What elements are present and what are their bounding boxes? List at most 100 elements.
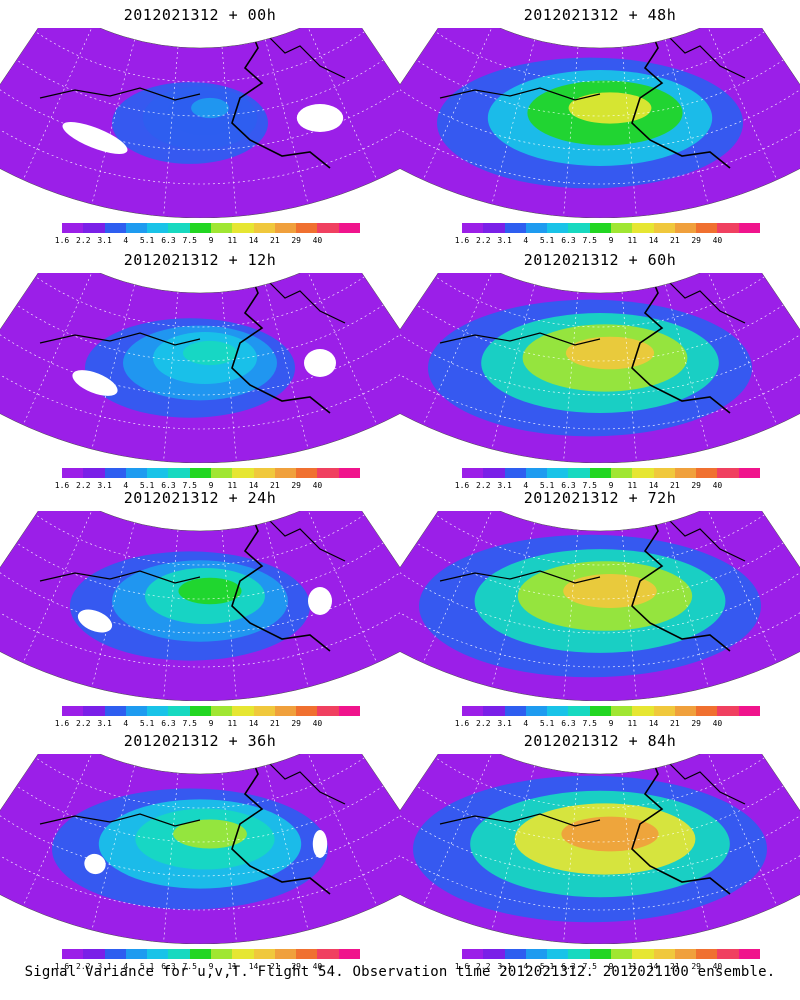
longitude-line (221, 47, 237, 217)
panel-title: 2012021312 + 24h (123, 489, 277, 507)
latitude-line (0, 87, 400, 151)
colorbar-swatch (147, 223, 169, 233)
colorbar-swatch (210, 468, 233, 478)
latitude-line (400, 87, 800, 151)
colorbar-tick-label: 40 (712, 962, 723, 971)
variance-field (0, 754, 400, 944)
colorbar-swatch (589, 468, 611, 478)
colorbar-tick-label: 1.6 (454, 481, 470, 490)
colorbar-swatch (168, 223, 190, 233)
latitude-line (400, 813, 800, 877)
panel-title: 2012021312 + 00h (123, 6, 277, 24)
longitude-line (163, 47, 179, 217)
colorbar-swatch (338, 949, 360, 959)
colorbar-tick-label: 3.1 (97, 236, 112, 245)
longitude-line (665, 765, 709, 931)
colorbar-tick-label: 4 (123, 481, 129, 490)
colorbar-swatch (738, 949, 760, 959)
colorbar-swatch (462, 468, 484, 478)
colorbar-tick-label: 3.1 (497, 236, 512, 245)
colorbar-swatch (253, 223, 275, 233)
colorbar (462, 706, 760, 716)
colorbar-tick-label: 6.3 (561, 236, 576, 245)
colorbar-tick-label: 21 (670, 236, 680, 245)
longitude-line (22, 273, 94, 426)
coastline (39, 570, 201, 584)
coastline (39, 87, 201, 101)
colorbar-tick-label: 40 (712, 481, 723, 490)
colorbar-swatch (483, 223, 505, 233)
colorbar-tick-label: 1.6 (454, 962, 470, 971)
colorbar-swatch (632, 706, 654, 716)
variance-map (400, 28, 800, 218)
longitude-line (306, 28, 378, 181)
colorbar-tick-label: 21 (270, 481, 280, 490)
latitude-line (400, 570, 800, 634)
colorbar-swatch (274, 706, 297, 716)
variance-field (400, 273, 800, 463)
colorbar-tick-label: 3.1 (497, 481, 512, 490)
variance-field (0, 28, 400, 218)
colorbar-swatch (589, 706, 611, 716)
colorbar-swatch (147, 468, 169, 478)
longitude-line (163, 292, 179, 462)
colorbar (62, 706, 360, 716)
colorbar-swatch (610, 706, 633, 716)
map-boundary (0, 273, 400, 463)
colorbar-tick-label: 9 (208, 236, 214, 245)
colorbar-tick-label: 5.1 (139, 719, 155, 728)
colorbar-tick-label: 21 (270, 962, 280, 971)
colorbar-tick-label: 7.5 (182, 719, 197, 728)
variance-field (0, 273, 400, 463)
colorbar-tick-label: 4 (523, 481, 529, 490)
longitude-line (221, 773, 237, 943)
colorbar-swatch (210, 949, 233, 959)
map-panel-36h: 2012021312 + 36h 1.6 2.2 3.1 4 5.1 6.3 7.5 9 11 1… (0, 726, 400, 971)
colorbar-swatch (674, 949, 697, 959)
coastline (631, 273, 731, 414)
map-boundary (0, 511, 400, 701)
colorbar-swatch (296, 223, 318, 233)
colorbar-tick-label: 29 (691, 962, 701, 971)
colorbar-labels: 1.6 2.2 3.1 4 5.1 6.3 7.5 9 11 14 21 29 40 (55, 236, 366, 246)
colorbar-tick-label: 7.5 (582, 962, 597, 971)
colorbar-swatch (338, 706, 360, 716)
colorbar-swatch (525, 468, 548, 478)
longitude-line (706, 754, 778, 907)
map-panel-12h: 2012021312 + 12h 1.6 2.2 3.1 4 5.1 6.3 7.5 9 11 1… (0, 245, 400, 490)
colorbar-tick-label: 29 (691, 236, 701, 245)
coastline (439, 813, 601, 827)
colorbar-tick-label: 11 (627, 719, 638, 728)
map-panel-72h: 2012021312 + 72h 1.6 2.2 3.1 4 5.1 6.3 7.5 9 11 1… (400, 483, 800, 728)
colorbar-tick-label: 5.1 (139, 236, 155, 245)
longitude-line (91, 39, 135, 205)
colorbar-swatch (274, 223, 297, 233)
colorbar-tick-label: 7.5 (182, 236, 197, 245)
colorbar-swatch (653, 468, 675, 478)
colorbar-tick-label: 29 (291, 481, 301, 490)
colorbar-swatch (253, 706, 275, 716)
colorbar-swatch (210, 223, 233, 233)
coastline (39, 813, 201, 827)
longitude-line (265, 284, 309, 450)
colorbar-swatch (738, 223, 760, 233)
colorbar-tick-label: 1.6 (54, 481, 70, 490)
colorbar-swatch (232, 706, 254, 716)
colorbar-swatch (674, 223, 697, 233)
colorbar-tick-label: 5.1 (139, 962, 155, 971)
longitude-line (422, 273, 494, 426)
variance-map (0, 28, 400, 218)
colorbar-tick-label: 5.1 (539, 481, 555, 490)
colorbar-tick-label: 4 (123, 719, 129, 728)
colorbar-tick-label: 40 (312, 719, 323, 728)
colorbar-swatch (62, 468, 84, 478)
variance-contour (178, 577, 242, 605)
colorbar-tick-label: 3.1 (97, 962, 112, 971)
colorbar-tick-label: 29 (291, 236, 301, 245)
colorbar-tick-label: 1.6 (54, 962, 70, 971)
map-boundary (400, 273, 800, 463)
colorbar-tick-label: 11 (627, 962, 638, 971)
colorbar-swatch (462, 949, 484, 959)
colorbar-tick-label: 2.2 (476, 236, 491, 245)
colorbar-tick-label: 2.2 (76, 719, 91, 728)
